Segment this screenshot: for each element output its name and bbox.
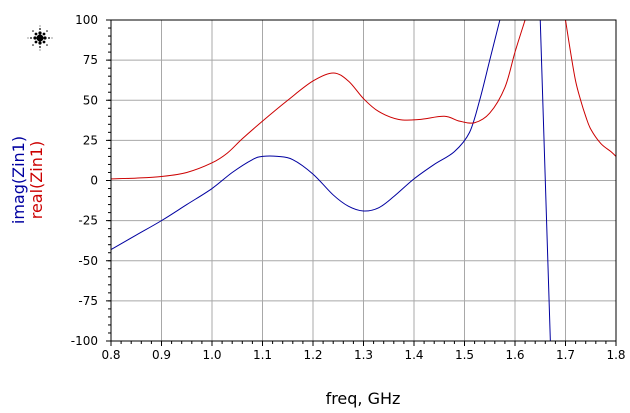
x-tick-label: 1.5: [455, 348, 474, 362]
y-tick-label: -50: [78, 254, 98, 268]
x-tick-label: 1.0: [202, 348, 221, 362]
agilent-spark-icon: [27, 25, 53, 51]
series-line-imag-zin1: [111, 20, 501, 250]
y-tick-label: 50: [83, 93, 98, 107]
x-tick-label: 1.6: [505, 348, 524, 362]
y-tick-label: -100: [71, 334, 98, 348]
series-line-imag-zin1: [539, 20, 551, 341]
series-line-real-zin1: [565, 20, 616, 157]
tick-labels: 0.8 0.9 1.0 1.1 1.2 1.3 1.4 1.5 1.6 1.7 1.8 100 75 50…: [71, 13, 626, 362]
y-tick-label: 75: [83, 53, 98, 67]
y-tick-label: -75: [78, 294, 98, 308]
y-tick-label: 25: [83, 133, 98, 147]
grid: [111, 20, 616, 341]
series-layer: [111, 20, 616, 341]
y-tick-label: 0: [90, 174, 98, 188]
x-axis-title: freq, GHz: [326, 389, 401, 408]
x-tick-label: 1.7: [556, 348, 575, 362]
x-tick-label: 1.3: [354, 348, 373, 362]
x-tick-label: 1.8: [606, 348, 625, 362]
x-tick-label: 0.9: [152, 348, 171, 362]
y-axis-title-real: real(Zin1): [27, 141, 46, 220]
x-tick-label: 1.2: [303, 348, 322, 362]
series-line-real-zin1: [111, 20, 526, 180]
y-tick-label: 100: [75, 13, 98, 27]
y-axis-title-imag: imag(Zin1): [9, 136, 28, 224]
ticks: [106, 19, 617, 346]
x-tick-label: 0.8: [101, 348, 120, 362]
x-tick-label: 1.4: [404, 348, 423, 362]
y-tick-label: -25: [78, 214, 98, 228]
x-tick-label: 1.1: [253, 348, 272, 362]
